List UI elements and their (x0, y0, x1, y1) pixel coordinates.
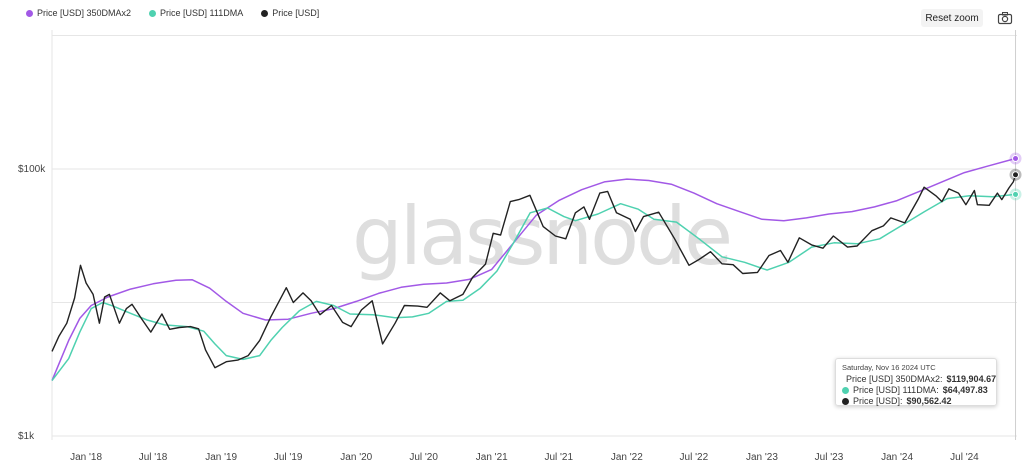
tooltip-label: Price [USD] 111DMA: (853, 385, 939, 395)
tooltip-value: $64,497.83 (942, 385, 988, 395)
series-lines (51, 157, 1017, 382)
x-tick-label: Jan '19 (205, 452, 237, 463)
chart-grid (51, 30, 1017, 440)
tooltip-dot-black (842, 398, 849, 405)
legend-label: Price [USD] 111DMA (160, 8, 244, 18)
x-tick-label: Jul '22 (680, 452, 709, 463)
legend-item-price[interactable]: Price [USD] (261, 8, 319, 18)
tooltip-row: Price [USD]: $90,562.42 (842, 396, 990, 407)
x-tick-label: Jan '18 (70, 452, 102, 463)
x-tick-label: Jan '24 (881, 452, 913, 463)
x-tick-label: Jan '23 (746, 452, 778, 463)
legend-label: Price [USD] 350DMAx2 (37, 8, 132, 18)
series-line (51, 174, 1017, 369)
x-tick-label: Jul '19 (274, 452, 303, 463)
x-tick-label: Jul '20 (409, 452, 438, 463)
x-tick-label: Jan '22 (611, 452, 643, 463)
chart-legend: Price [USD] 350DMAx2 Price [USD] 111DMA … (26, 8, 319, 18)
series-line (51, 157, 1016, 381)
legend-dot-black (261, 9, 269, 17)
legend-label: Price [USD] (272, 8, 320, 18)
tooltip-label: Price [USD]: (853, 396, 903, 406)
y-axis-labels: $1k $100k (18, 164, 46, 442)
x-tick-label: Jul '18 (139, 452, 168, 463)
tooltip-row: Price [USD] 350DMAx2: $119,904.67 (842, 374, 996, 385)
tooltip-value: $90,562.42 (906, 396, 952, 406)
x-tick-label: Jul '21 (544, 452, 573, 463)
reset-zoom-button[interactable]: Reset zoom (921, 9, 983, 27)
series-line (51, 193, 1016, 382)
hover-marker (1012, 154, 1020, 162)
tooltip-date: Saturday, Nov 16 2024 UTC (842, 363, 936, 372)
legend-item-111dma[interactable]: Price [USD] 111DMA (149, 8, 243, 18)
x-tick-label: Jul '23 (815, 452, 844, 463)
hover-tooltip: Saturday, Nov 16 2024 UTC Price [USD] 35… (835, 358, 997, 406)
camera-icon[interactable] (997, 10, 1013, 26)
legend-dot-teal (149, 9, 157, 17)
tooltip-label: Price [USD] 350DMAx2: (846, 374, 943, 384)
legend-item-350dmax2[interactable]: Price [USD] 350DMAx2 (26, 8, 131, 18)
x-tick-label: Jul '24 (950, 452, 979, 463)
tooltip-value: $119,904.67 (946, 374, 997, 384)
legend-dot-purple (26, 9, 33, 17)
hover-marker (1012, 190, 1020, 198)
x-tick-label: Jan '20 (340, 452, 372, 463)
x-tick-label: Jan '21 (476, 452, 508, 463)
y-tick-label: $1k (18, 431, 35, 442)
y-tick-label: $100k (18, 164, 46, 175)
tooltip-row: Price [USD] 111DMA: $64,497.83 (842, 385, 990, 396)
x-axis-labels: Jan '18 Jul '18 Jan '19 Jul '19 Jan '20 Jul '… (70, 452, 979, 463)
tooltip-dot-teal (842, 387, 849, 394)
hover-marker (1012, 171, 1020, 179)
hover-markers (1009, 30, 1022, 440)
